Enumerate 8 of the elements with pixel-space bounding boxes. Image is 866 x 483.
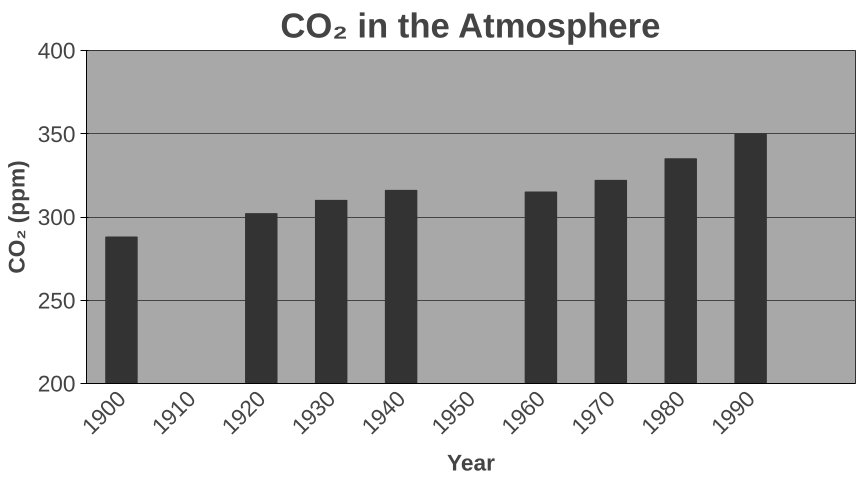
y-tick-label: 300 (38, 204, 76, 230)
chart-title: CO₂ in the Atmosphere (280, 8, 660, 46)
x-axis-title: Year (447, 449, 496, 476)
y-tick-label: 400 (38, 38, 76, 64)
y-tick-label: 250 (38, 287, 76, 314)
y-tick-label: 350 (38, 120, 76, 147)
y-axis-title: CO₂ (ppm) (4, 160, 30, 274)
y-tick-label: 200 (38, 370, 76, 396)
